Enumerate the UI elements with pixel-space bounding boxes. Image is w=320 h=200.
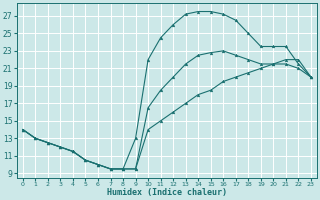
X-axis label: Humidex (Indice chaleur): Humidex (Indice chaleur) — [107, 188, 227, 197]
